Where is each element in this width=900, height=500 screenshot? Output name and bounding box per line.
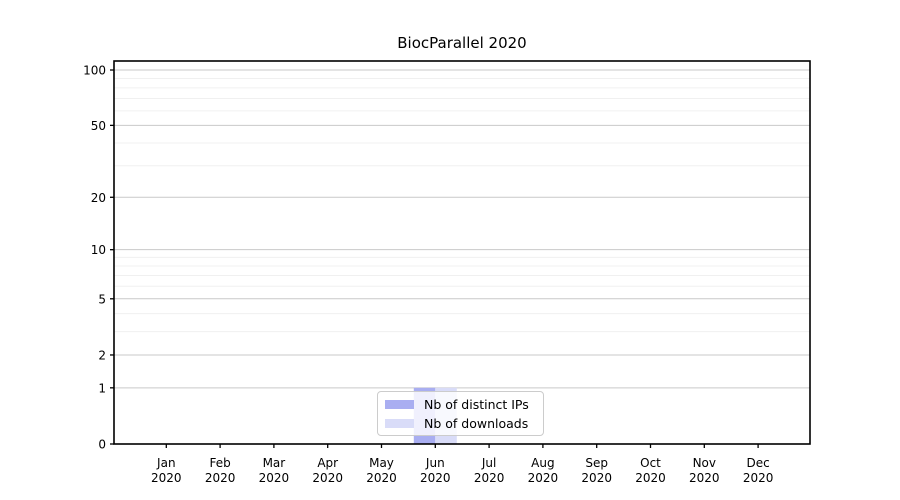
chart-title: BiocParallel 2020 — [397, 34, 527, 52]
x-axis-tick-label-year: 2020 — [312, 471, 343, 485]
legend-swatch-distinct-ips — [385, 399, 414, 409]
x-axis-tick-label-month: Sep — [585, 456, 608, 470]
y-axis-tick-label: 100 — [83, 64, 106, 78]
x-axis-tick-label-month: Dec — [746, 456, 769, 470]
y-axis-tick-label: 2 — [98, 348, 106, 362]
x-axis-tick-label-month: Mar — [263, 456, 286, 470]
y-axis-tick-label: 50 — [91, 119, 106, 133]
y-axis-tick-label: 1 — [98, 381, 106, 395]
x-axis-tick-label-month: Aug — [531, 456, 554, 470]
x-axis-tick-label-year: 2020 — [205, 471, 236, 485]
x-axis-tick-label-year: 2020 — [151, 471, 182, 485]
x-axis-tick-label-year: 2020 — [259, 471, 290, 485]
x-axis-tick-label-year: 2020 — [689, 471, 720, 485]
x-axis-tick-label-month: Feb — [209, 456, 230, 470]
x-axis-tick-label-year: 2020 — [474, 471, 505, 485]
x-axis-tick-label-year: 2020 — [743, 471, 774, 485]
legend-label-distinct-ips: Nb of distinct IPs — [424, 396, 529, 412]
x-axis-tick-label-month: Jun — [425, 456, 445, 470]
legend-label-downloads: Nb of downloads — [424, 415, 529, 431]
x-axis-tick-label-year: 2020 — [635, 471, 666, 485]
x-axis-tick-label-month: Apr — [317, 456, 338, 470]
x-axis-tick-label-year: 2020 — [581, 471, 612, 485]
x-axis-tick-label-month: Nov — [693, 456, 716, 470]
legend-item-downloads: Nb of downloads — [385, 416, 543, 431]
x-axis-tick-label-month: Jul — [481, 456, 496, 470]
x-axis-tick-label-month: Oct — [640, 456, 661, 470]
x-axis-tick-label-month: Jan — [156, 456, 176, 470]
y-axis-tick-label: 5 — [98, 292, 106, 306]
legend-swatch-downloads — [385, 418, 414, 428]
y-axis-tick-label: 20 — [91, 191, 106, 205]
legend-item-distinct-ips: Nb of distinct IPs — [385, 397, 543, 412]
legend: Nb of distinct IPs Nb of downloads — [377, 391, 544, 436]
x-axis-tick-label-year: 2020 — [420, 471, 451, 485]
x-axis-tick-label-year: 2020 — [528, 471, 559, 485]
y-axis-tick-label: 10 — [91, 243, 106, 257]
x-axis-tick-label-year: 2020 — [366, 471, 397, 485]
y-axis-tick-label: 0 — [98, 438, 106, 452]
x-axis-tick-label-month: May — [369, 456, 394, 470]
plot-spines — [113, 60, 811, 445]
